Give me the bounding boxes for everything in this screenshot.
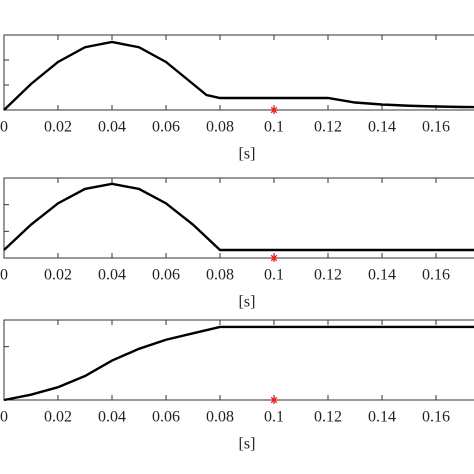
marker-stroke xyxy=(270,254,278,262)
x-tick-label: 0.1 xyxy=(264,119,284,136)
marker xyxy=(270,396,278,404)
marker xyxy=(270,254,278,262)
x-tick-label: 0.16 xyxy=(422,267,450,284)
x-tick-label: 0.02 xyxy=(44,119,72,136)
marker-stroke xyxy=(270,106,278,114)
x-tick-label: 0.04 xyxy=(98,119,126,136)
data-line xyxy=(3,182,474,252)
x-tick-label: 0.16 xyxy=(422,119,450,136)
x-tick-label: 0.02 xyxy=(44,267,72,284)
marker xyxy=(270,106,278,114)
x-tick-label: 0.1 xyxy=(264,267,284,284)
x-axis-label: [s] xyxy=(239,146,256,163)
marker-stroke xyxy=(270,396,278,404)
x-tick-label: 0.14 xyxy=(368,409,396,426)
x-tick-label: 0.06 xyxy=(152,267,180,284)
data-line xyxy=(3,40,474,111)
x-tick-label: 0.16 xyxy=(422,409,450,426)
x-tick-label: 0 xyxy=(0,267,8,284)
x-tick-label: 0.08 xyxy=(206,119,234,136)
x-tick-label: 0.12 xyxy=(314,267,342,284)
x-axis-label: [s] xyxy=(239,294,256,311)
data-line xyxy=(3,325,474,402)
x-tick-label: 0.04 xyxy=(98,409,126,426)
x-tick-label: 0.02 xyxy=(44,409,72,426)
x-axis-label: [s] xyxy=(239,436,256,453)
x-tick-label: 0.14 xyxy=(368,267,396,284)
x-tick-label: 0.14 xyxy=(368,119,396,136)
x-tick-label: 0.12 xyxy=(314,119,342,136)
x-tick-label: 0 xyxy=(0,119,8,136)
axes-box xyxy=(3,319,474,401)
x-tick-label: 0.06 xyxy=(152,409,180,426)
x-tick-label: 0.12 xyxy=(314,409,342,426)
x-tick-label: 0.1 xyxy=(264,409,284,426)
x-tick-label: 0.08 xyxy=(206,267,234,284)
x-tick-label: 0.08 xyxy=(206,409,234,426)
x-tick-label: 0 xyxy=(0,409,8,426)
x-tick-label: 0.04 xyxy=(98,267,126,284)
x-tick-label: 0.06 xyxy=(152,119,180,136)
axes-box xyxy=(3,177,474,259)
